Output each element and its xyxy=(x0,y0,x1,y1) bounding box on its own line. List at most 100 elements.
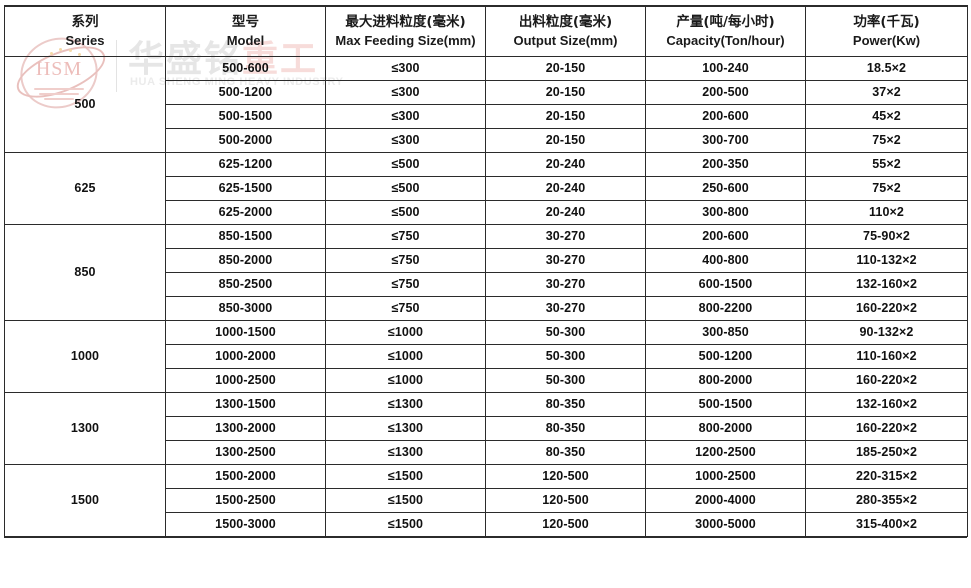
table-row: 625-2000 ≤500 20-240 300-800 110×2 xyxy=(5,199,968,225)
column-header-power-cn: 功率(千瓦) xyxy=(853,13,920,30)
cell-capacity: 300-850 xyxy=(645,319,806,345)
cell-capacity: 3000-5000 xyxy=(645,511,806,537)
cell-max-feeding-size: ≤500 xyxy=(325,199,486,225)
column-header-model: 型号 Model xyxy=(165,5,326,57)
cell-power: 90-132×2 xyxy=(805,319,968,345)
cell-model: 1000-2500 xyxy=(165,367,326,393)
series-cell: 1000 xyxy=(4,319,166,393)
column-header-output-size-cn: 出料粒度(毫米) xyxy=(518,13,613,30)
cell-model: 1000-1500 xyxy=(165,319,326,345)
cell-output-size: 20-240 xyxy=(485,151,646,177)
column-header-capacity-en: Capacity(Ton/hour) xyxy=(666,32,785,48)
column-header-series: 系列 Series xyxy=(4,5,166,57)
table-row: 1300-2500 ≤1300 80-350 1200-2500 185-250×2 xyxy=(5,439,968,465)
cell-max-feeding-size: ≤1500 xyxy=(325,463,486,489)
cell-output-size: 20-240 xyxy=(485,199,646,225)
table-row: 625 625-1200 ≤500 20-240 200-350 55×2 xyxy=(4,151,968,225)
cell-power: 110-160×2 xyxy=(805,343,968,369)
cell-power: 110-132×2 xyxy=(805,247,968,273)
cell-power: 37×2 xyxy=(805,79,968,105)
cell-capacity: 300-700 xyxy=(645,127,806,153)
cell-capacity: 200-350 xyxy=(645,151,806,177)
series-cell: 850 xyxy=(4,223,166,321)
table-row: 500 500-600 ≤300 20-150 100-240 18.5×2 xyxy=(4,55,968,153)
table-row: 850 850-1500 ≤750 30-270 200-600 75-90×2 xyxy=(4,223,968,321)
cell-max-feeding-size: ≤300 xyxy=(325,127,486,153)
series-cell: 625 xyxy=(4,151,166,225)
table-body: 500 500-600 ≤300 20-150 100-240 18.5×2 500-120… xyxy=(4,55,968,537)
table-header-row: 系列 Series 型号 Model 最大进料粒度(毫米) Max Feedin… xyxy=(4,5,968,57)
cell-power: 132-160×2 xyxy=(805,391,968,417)
column-header-model-cn: 型号 xyxy=(232,13,259,30)
cell-capacity: 800-2000 xyxy=(645,415,806,441)
cell-max-feeding-size: ≤300 xyxy=(325,79,486,105)
table-row: 1000-2000 ≤1000 50-300 500-1200 110-160×2 xyxy=(5,343,968,369)
cell-model: 1500-2500 xyxy=(165,487,326,513)
cell-output-size: 20-150 xyxy=(485,127,646,153)
cell-output-size: 30-270 xyxy=(485,247,646,273)
cell-max-feeding-size: ≤1000 xyxy=(325,319,486,345)
table-row: 1300 1300-1500 ≤1300 80-350 500-1500 132-160×… xyxy=(4,391,968,465)
table-row: 850-2000 ≤750 30-270 400-800 110-132×2 xyxy=(5,247,968,273)
cell-capacity: 2000-4000 xyxy=(645,487,806,513)
cell-output-size: 80-350 xyxy=(485,439,646,465)
cell-model: 850-3000 xyxy=(165,295,326,321)
cell-model: 625-2000 xyxy=(165,199,326,225)
cell-capacity: 250-600 xyxy=(645,175,806,201)
column-header-output-size-en: Output Size(mm) xyxy=(513,32,618,48)
cell-max-feeding-size: ≤750 xyxy=(325,223,486,249)
cell-capacity: 1200-2500 xyxy=(645,439,806,465)
cell-max-feeding-size: ≤1300 xyxy=(325,415,486,441)
cell-model: 500-2000 xyxy=(165,127,326,153)
cell-output-size: 120-500 xyxy=(485,463,646,489)
column-header-model-en: Model xyxy=(226,32,265,48)
table-row: 500-1500 ≤300 20-150 200-600 45×2 xyxy=(5,103,968,129)
cell-power: 45×2 xyxy=(805,103,968,129)
cell-power: 75-90×2 xyxy=(805,223,968,249)
table-row: 1000-2500 ≤1000 50-300 800-2000 160-220×2 xyxy=(5,367,968,393)
cell-power: 185-250×2 xyxy=(805,439,968,465)
cell-max-feeding-size: ≤300 xyxy=(325,55,486,81)
table-row: 1500-2500 ≤1500 120-500 2000-4000 280-355×2 xyxy=(5,487,968,513)
cell-model: 1300-2000 xyxy=(165,415,326,441)
cell-max-feeding-size: ≤300 xyxy=(325,103,486,129)
cell-max-feeding-size: ≤750 xyxy=(325,247,486,273)
cell-model: 1000-2000 xyxy=(165,343,326,369)
column-header-max-feeding-size-cn: 最大进料粒度(毫米) xyxy=(345,13,466,30)
cell-max-feeding-size: ≤750 xyxy=(325,271,486,297)
table-row: 1500-3000 ≤1500 120-500 3000-5000 315-400×2 xyxy=(5,511,968,537)
table-row: 1000 1000-1500 ≤1000 50-300 300-850 90-132×2 xyxy=(4,319,968,393)
cell-power: 220-315×2 xyxy=(805,463,968,489)
cell-capacity: 100-240 xyxy=(645,55,806,81)
cell-capacity: 500-1500 xyxy=(645,391,806,417)
cell-output-size: 30-270 xyxy=(485,223,646,249)
cell-power: 160-220×2 xyxy=(805,367,968,393)
cell-model: 850-2000 xyxy=(165,247,326,273)
cell-max-feeding-size: ≤1500 xyxy=(325,487,486,513)
cell-model: 500-1500 xyxy=(165,103,326,129)
series-cell: 1300 xyxy=(4,391,166,465)
column-header-capacity: 产量(吨/每小时) Capacity(Ton/hour) xyxy=(645,5,806,57)
cell-output-size: 50-300 xyxy=(485,319,646,345)
cell-output-size: 80-350 xyxy=(485,391,646,417)
column-header-max-feeding-size: 最大进料粒度(毫米) Max Feeding Size(mm) xyxy=(325,5,486,57)
specification-table: 系列 Series 型号 Model 最大进料粒度(毫米) Max Feedin… xyxy=(4,5,968,537)
table-row: 625-1500 ≤500 20-240 250-600 75×2 xyxy=(5,175,968,201)
cell-model: 1500-3000 xyxy=(165,511,326,537)
cell-capacity: 600-1500 xyxy=(645,271,806,297)
cell-max-feeding-size: ≤1300 xyxy=(325,391,486,417)
cell-max-feeding-size: ≤500 xyxy=(325,151,486,177)
cell-model: 625-1500 xyxy=(165,175,326,201)
cell-power: 18.5×2 xyxy=(805,55,968,81)
cell-output-size: 120-500 xyxy=(485,511,646,537)
cell-capacity: 300-800 xyxy=(645,199,806,225)
column-header-series-cn: 系列 xyxy=(71,13,99,30)
cell-power: 160-220×2 xyxy=(805,415,968,441)
table-header: 系列 Series 型号 Model 最大进料粒度(毫米) Max Feedin… xyxy=(4,5,968,57)
cell-output-size: 20-150 xyxy=(485,55,646,81)
cell-capacity: 200-500 xyxy=(645,79,806,105)
cell-power: 55×2 xyxy=(805,151,968,177)
cell-model: 625-1200 xyxy=(165,151,326,177)
cell-capacity: 800-2000 xyxy=(645,367,806,393)
table-row: 500-1200 ≤300 20-150 200-500 37×2 xyxy=(5,79,968,105)
